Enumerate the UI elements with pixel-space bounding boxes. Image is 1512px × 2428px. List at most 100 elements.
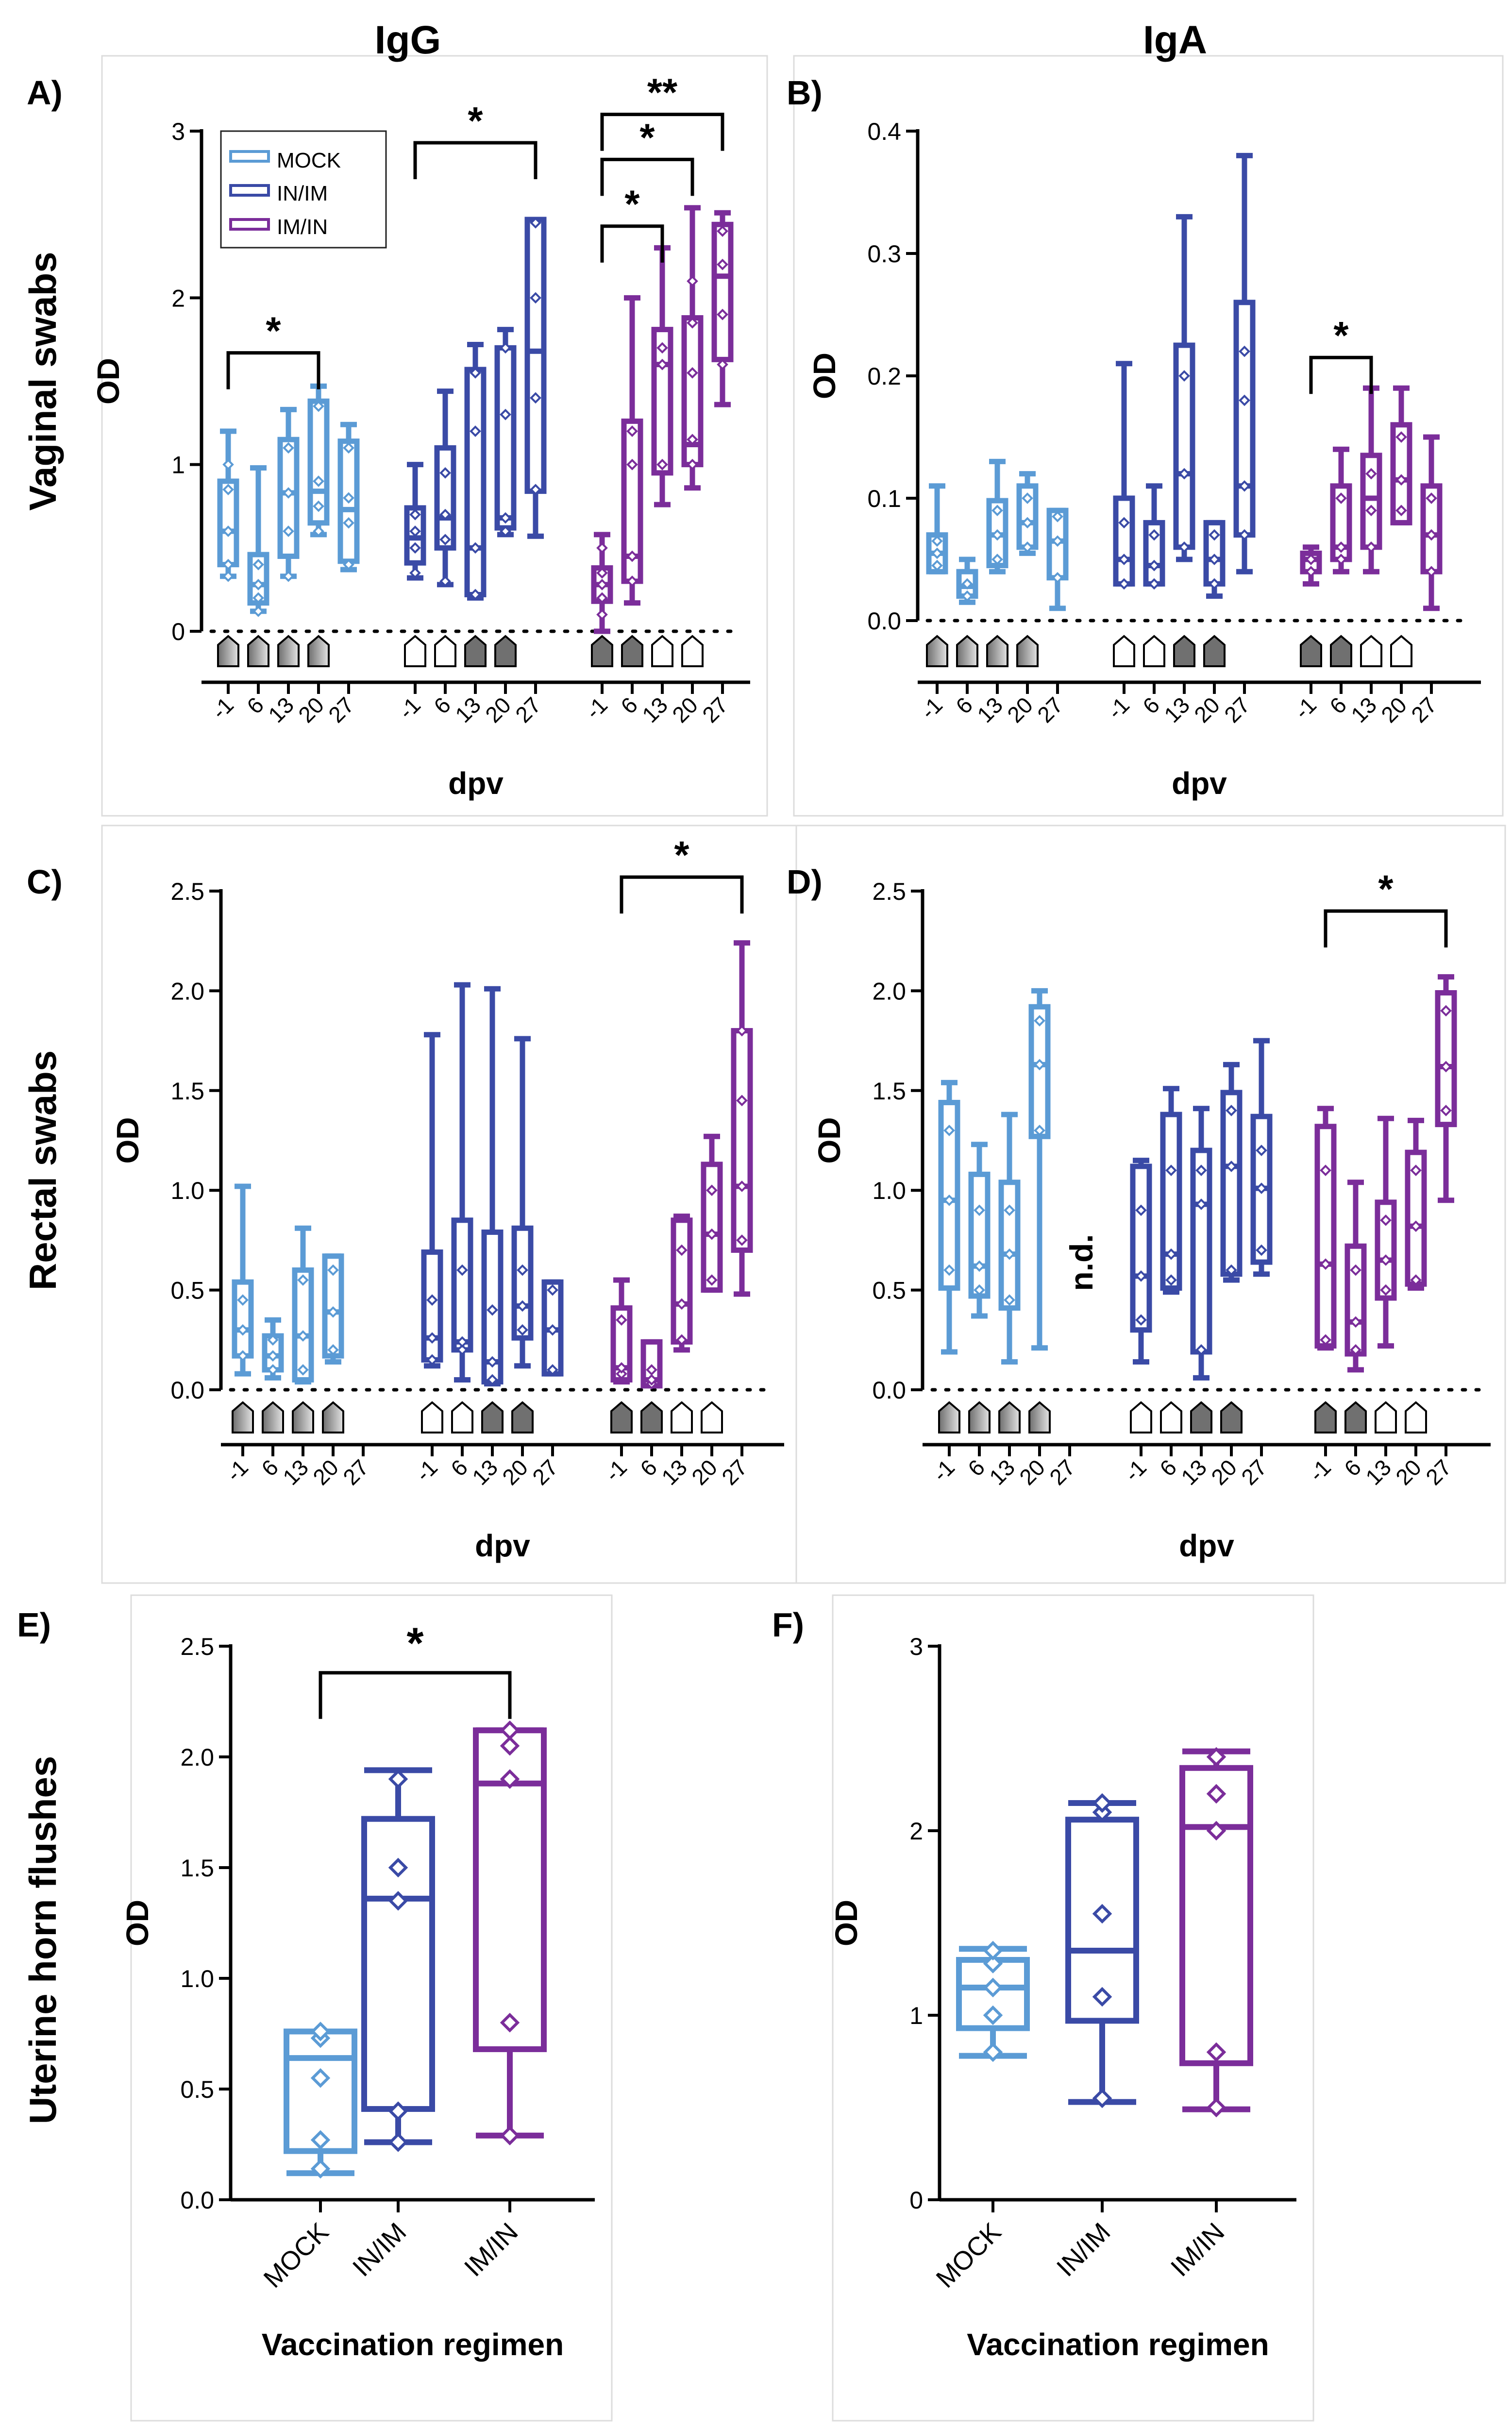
box-mock-13-point-1 bbox=[297, 1330, 309, 1342]
box-im-in-27-point-0 bbox=[717, 358, 728, 371]
box-im-in-13-point-2 bbox=[656, 342, 668, 354]
box-mock-point-0 bbox=[310, 2158, 331, 2179]
x-axis-title: dpv bbox=[1172, 766, 1227, 801]
dose-arrow-1-3 bbox=[494, 635, 517, 667]
box-mock-6-point-2 bbox=[267, 1334, 279, 1346]
box-mock-6-point-2 bbox=[974, 1204, 985, 1216]
dose-arrow-0-1 bbox=[262, 1401, 284, 1433]
box-mock-27-point-1 bbox=[1052, 535, 1063, 547]
dose-arrow-1-1 bbox=[451, 1401, 473, 1433]
box-mock-13-box bbox=[998, 1180, 1021, 1311]
box-mock-27-point-0 bbox=[343, 558, 354, 571]
dose-arrow-2-2 bbox=[1375, 1401, 1397, 1433]
dose-arrow-0-0 bbox=[232, 1401, 254, 1433]
box-im-in-6-point-2 bbox=[646, 1364, 657, 1376]
dose-arrow-0-3 bbox=[1028, 1401, 1051, 1433]
dose-arrow-0-0 bbox=[938, 1401, 960, 1433]
box-in-im-13-point-2 bbox=[487, 1304, 498, 1316]
significance-bracket-2 bbox=[600, 224, 664, 263]
box-in-im-6-point-0 bbox=[456, 1344, 468, 1356]
dose-arrow-0-2 bbox=[292, 1401, 314, 1433]
box-in-im--1-point-0 bbox=[426, 1354, 438, 1366]
box-mock-27-box bbox=[337, 438, 360, 564]
legend-swatch-mock bbox=[229, 150, 270, 163]
box-in-im--1-point-3 bbox=[409, 508, 421, 521]
box-in-im-27-point-1 bbox=[530, 392, 541, 404]
box-in-im-13-point-1 bbox=[487, 1356, 498, 1368]
box-mock-13-box bbox=[292, 1267, 314, 1383]
dose-arrow-1-3 bbox=[511, 1401, 534, 1433]
box-im-in-20-point-2 bbox=[1410, 1164, 1422, 1176]
y-tick-label-5: 2.5 bbox=[872, 878, 906, 905]
y-tick-label-0: 0.0 bbox=[170, 1377, 204, 1404]
box-in-im-27-point-2 bbox=[547, 1284, 558, 1296]
box-in-im-6-point-0 bbox=[1148, 578, 1160, 590]
box-im-in-20-point-1 bbox=[687, 434, 698, 445]
row-title-uterine: Uterine horn flushes bbox=[21, 1756, 64, 2124]
box-mock-point-4 bbox=[983, 1940, 1003, 1961]
box-in-im-13-point-2 bbox=[1195, 1164, 1207, 1176]
box-im-in-13-point-0 bbox=[656, 458, 668, 471]
y-tick-label-1: 0.5 bbox=[180, 2076, 214, 2103]
box-im-in-point-3 bbox=[1206, 1784, 1226, 1804]
box-in-im--1-point-2 bbox=[1118, 517, 1130, 529]
dose-arrow-0-2 bbox=[986, 635, 1008, 667]
dose-arrow-2-3 bbox=[681, 635, 704, 667]
panel-label-a: A) bbox=[27, 74, 63, 112]
panel-c-frame bbox=[101, 825, 797, 1584]
y-tick-label-4: 2.0 bbox=[872, 978, 906, 1005]
box-im-in-6-point-0 bbox=[1350, 1344, 1361, 1356]
significance-star-0: * bbox=[674, 833, 689, 877]
box-im-in-27-point-3 bbox=[717, 225, 728, 237]
box-in-im-27-point-2 bbox=[1256, 1145, 1267, 1156]
box-mock-point-2 bbox=[310, 2068, 331, 2088]
box-im-in-20-point-1 bbox=[706, 1228, 718, 1240]
box-mock-20-point-2 bbox=[313, 475, 324, 487]
box-mock--1-point-0 bbox=[237, 1350, 249, 1362]
y-tick-label-4: 2.0 bbox=[170, 978, 204, 1005]
legend-label-im-in: IM/IN bbox=[277, 215, 328, 239]
y-tick-label-1: 0.1 bbox=[867, 485, 901, 512]
box-in-im--1-point-0 bbox=[1135, 1314, 1147, 1326]
box-mock-20-point-2 bbox=[1022, 492, 1033, 504]
box-im-in-20-point-0 bbox=[1410, 1274, 1422, 1286]
box-mock-6-point-0 bbox=[974, 1284, 985, 1296]
box-in-im--1-point-1 bbox=[409, 542, 421, 554]
box-mock-6-point-3 bbox=[252, 558, 264, 571]
box-mock-point-1 bbox=[310, 2130, 331, 2150]
box-mock-20-point-0 bbox=[1022, 541, 1033, 553]
y-tick-label-2: 2 bbox=[171, 285, 185, 312]
box-in-im-13-box bbox=[464, 367, 487, 597]
box-in-im-27-point-0 bbox=[530, 484, 541, 495]
box-mock-13-point-0 bbox=[283, 570, 294, 582]
y-tick-label-2: 0.2 bbox=[867, 363, 901, 390]
dose-arrow-2-1 bbox=[1330, 635, 1352, 667]
box-mock-13-point-0 bbox=[1004, 1294, 1015, 1306]
box-mock-20-point-2 bbox=[1034, 1015, 1045, 1027]
box-in-im--1-point-2 bbox=[1135, 1204, 1147, 1216]
y-tick-label-0: 0 bbox=[171, 618, 185, 645]
box-in-im--1-point-1 bbox=[1118, 554, 1130, 565]
dose-arrow-1-2 bbox=[464, 635, 487, 667]
dose-arrow-0-3 bbox=[307, 635, 330, 667]
dose-arrow-1-0 bbox=[1113, 635, 1135, 667]
box-in-im-27-point-3 bbox=[530, 217, 541, 229]
box-mock-point-2 bbox=[983, 1977, 1003, 1998]
significance-bracket-1 bbox=[413, 141, 538, 180]
y-tick-label-3: 3 bbox=[171, 118, 185, 145]
box-im-in-6-point-1 bbox=[626, 550, 638, 562]
significance-star-3: * bbox=[639, 116, 655, 159]
y-tick-label-2: 2 bbox=[909, 1818, 923, 1845]
box-mock-13-point-0 bbox=[297, 1364, 309, 1376]
box-in-im-point-0 bbox=[388, 2132, 408, 2152]
box-im-in-13-point-0 bbox=[676, 1334, 688, 1346]
box-im-in--1-point-0 bbox=[1320, 1334, 1331, 1346]
box-in-im-point-2 bbox=[1092, 1904, 1112, 1924]
box-im-in--1-point-2 bbox=[616, 1314, 627, 1326]
box-im-in-27-point-0 bbox=[736, 1234, 748, 1246]
box-in-im-13-point-1 bbox=[1195, 1198, 1207, 1210]
x-axis-title: dpv bbox=[448, 766, 504, 801]
y-tick-label-2: 1.0 bbox=[170, 1177, 204, 1204]
